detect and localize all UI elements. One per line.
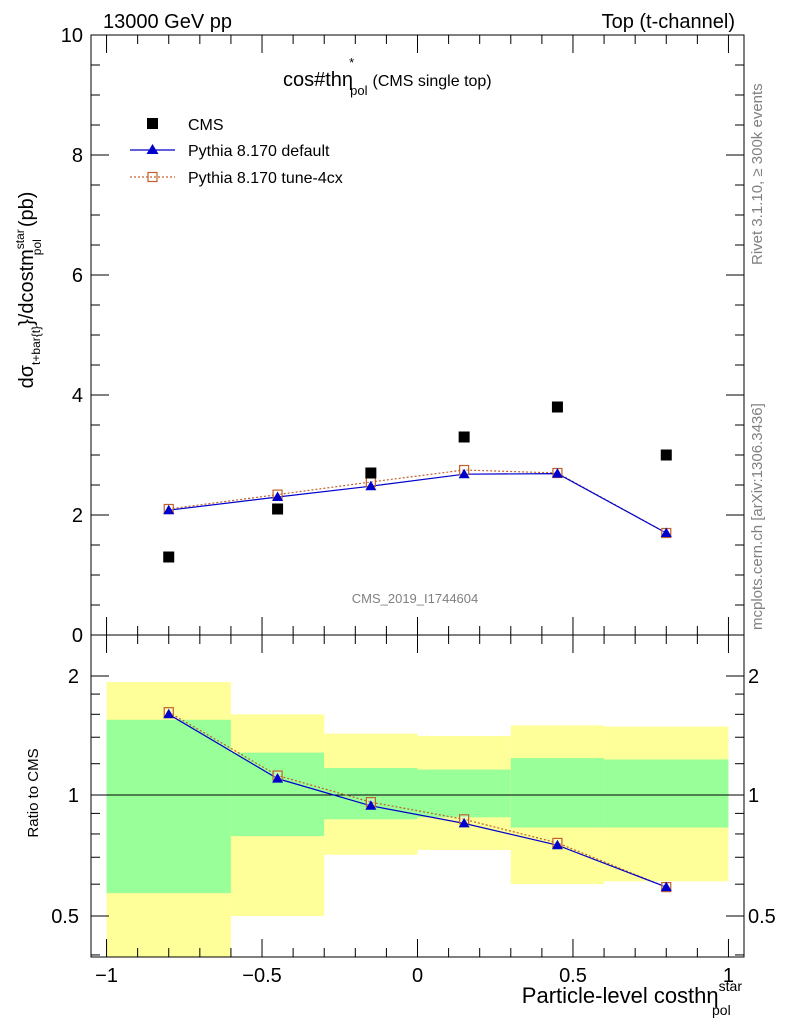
plot-title: cos#thη* pol (CMS single top) [283,55,492,98]
band-inner-3 [417,769,511,818]
ratio-y-tick-label-right: 0.5 [748,906,776,928]
default-point [272,491,284,501]
ratio-x-tick-label: 0.5 [559,965,587,987]
y-label-mid: }/dcostm [16,249,38,326]
legend-default-marker [146,144,159,154]
header-left: 13000 GeV pp [103,11,232,33]
ratio-y-tick-label: 2 [68,666,79,688]
ratio-y-label: Ratio to CMS [25,748,42,837]
default-line [168,472,667,534]
main-y-tick-label: 10 [61,25,83,47]
main-y-tick-label: 8 [72,145,83,167]
x-axis-label: Particle-level costhηstar pol [522,978,743,1018]
y-label-sub2: pol [30,239,44,255]
x-label-sup: star [719,978,743,994]
cms-data-point [458,431,470,443]
legend: CMS Pythia 8.170 default Pythia 8.170 tu… [130,117,343,187]
main-y-tick-label: 6 [72,265,83,287]
band-inner-5 [604,759,729,828]
ratio-default-point [365,800,377,810]
main-y-tick-label: 0 [72,625,83,647]
ratio-tune4cx-line [168,711,667,888]
y-label-sup2: star [13,229,27,249]
header-right: Top (t-channel) [602,11,735,33]
main-y-tick-label: 4 [72,385,83,407]
ratio-plot-frame [90,634,745,958]
band-inner-1 [230,752,325,837]
ratio-error-bands [91,682,744,957]
ratio-x-tick-label: −0.5 [242,965,281,987]
ratio-default-point [660,881,672,892]
rivet-info: Rivet 3.1.10, ≥ 300k events [749,83,766,265]
ratio-default-point [551,839,563,850]
plot-title-sup: * [349,55,354,70]
cms-data-point [272,503,284,515]
ratio-series [163,707,672,893]
legend-cms-label: CMS [188,117,224,134]
ratio-x-tick-label: 1 [723,965,734,987]
x-label-main: Particle-level costhη [522,983,719,1008]
default-point [660,527,672,537]
ratio-y-tick-label: 0.5 [51,906,79,928]
band-inner-2 [324,768,418,820]
main-series [163,401,672,563]
legend-cms-marker [147,118,158,129]
ratio-y-tick-label-right: 1 [748,785,759,807]
main-axis-ticks: 0 2 4 6 8 10 [61,25,744,647]
cms-data-point [660,449,672,461]
ratio-default-line [168,713,667,888]
ratio-x-tick-label: 0 [412,965,423,987]
plot-title-main: cos#thη [283,69,353,91]
ratio-x-tick-label: −1 [95,965,118,987]
plot-title-sub: pol [350,83,367,98]
ratio-y-tick-label-right: 2 [748,666,759,688]
ratio-y-tick-label: 1 [68,785,79,807]
legend-default-label: Pythia 8.170 default [188,143,330,160]
default-point [365,480,377,491]
plot-title-suffix: (CMS single top) [372,73,491,90]
default-point [163,504,175,515]
y-label-dsigma: dσ [16,364,38,388]
default-point [551,468,563,478]
x-label-sub: pol [712,1002,731,1018]
y-label-sub1: t+bar{t} [29,326,43,365]
y-axis-label: dσt+bar{t}}/dcostmstar pol (pb) [13,192,44,389]
y-label-unit: (pb) [16,192,38,228]
mcplots-info: mcplots.cern.ch [arXiv:1306.3436] [749,403,766,630]
main-y-tick-label: 2 [72,505,83,527]
band-inner-4 [510,758,605,828]
default-point [458,468,470,479]
legend-4cx-label: Pythia 8.170 tune-4cx [188,170,343,187]
legend-4cx-marker [147,171,158,183]
cms-data-point [163,551,175,563]
band-inner-0 [106,719,231,894]
cms-data-point [365,467,377,479]
cms-data-point [551,401,563,413]
ratio-axis-ticks: −1 −0.5 0 0.5 1 0.5 0.5 1 1 2 2 [51,635,776,987]
ratio-default-point [458,817,470,828]
ratio-default-point [163,708,175,719]
ratio-default-point [272,773,284,783]
analysis-watermark: CMS_2019_I1744604 [352,591,479,606]
